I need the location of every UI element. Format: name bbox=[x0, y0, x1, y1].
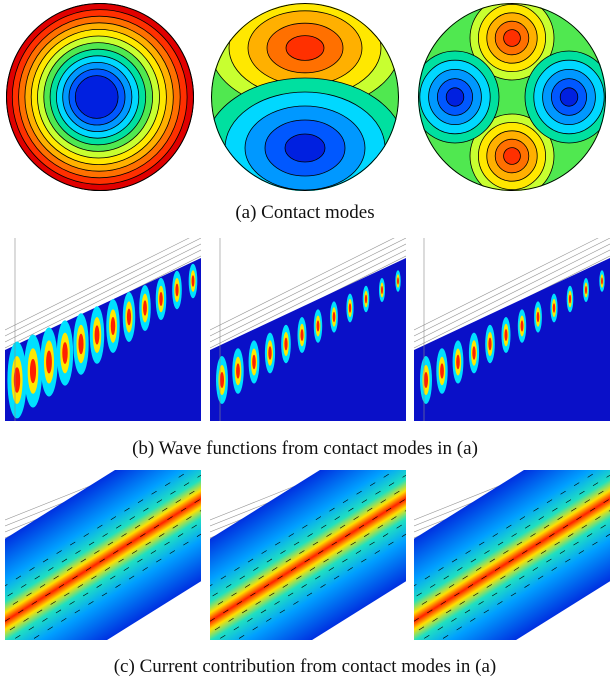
decoration bbox=[236, 363, 240, 378]
decoration bbox=[365, 295, 367, 304]
contact-mode-1 bbox=[6, 3, 194, 191]
decoration bbox=[446, 88, 464, 106]
contact-mode-2 bbox=[200, 0, 410, 218]
decoration bbox=[268, 346, 271, 360]
decoration bbox=[488, 338, 491, 351]
decoration bbox=[210, 258, 406, 421]
decoration bbox=[317, 320, 320, 331]
figure: (a) Contact modes (b) Wave functions fro… bbox=[0, 0, 610, 688]
decoration bbox=[78, 334, 83, 354]
decoration bbox=[111, 317, 115, 335]
decoration bbox=[505, 329, 508, 341]
decoration bbox=[397, 277, 399, 284]
decoration bbox=[220, 372, 224, 388]
decoration bbox=[504, 30, 521, 47]
figure-art bbox=[0, 0, 610, 688]
decoration bbox=[285, 134, 325, 162]
decoration bbox=[585, 286, 587, 294]
decoration bbox=[521, 320, 524, 331]
decoration bbox=[456, 355, 460, 369]
contact-mode-3 bbox=[410, 0, 610, 200]
decoration bbox=[414, 258, 610, 421]
decoration bbox=[175, 284, 178, 297]
decoration bbox=[286, 36, 324, 61]
decoration bbox=[159, 292, 163, 306]
wave-function-1 bbox=[5, 230, 205, 421]
decoration bbox=[601, 277, 603, 284]
decoration bbox=[569, 295, 571, 304]
decoration bbox=[127, 309, 131, 326]
wave-function-2 bbox=[210, 230, 410, 421]
decoration bbox=[560, 88, 578, 106]
decoration bbox=[553, 303, 555, 313]
decoration bbox=[504, 148, 521, 165]
decoration bbox=[46, 350, 52, 373]
caption: (c) Current contribution from contact mo… bbox=[0, 656, 610, 678]
decoration bbox=[192, 275, 195, 287]
decoration bbox=[75, 76, 118, 119]
decoration bbox=[537, 312, 540, 322]
decoration bbox=[424, 372, 428, 388]
decoration bbox=[440, 363, 444, 378]
decoration bbox=[349, 303, 351, 313]
decoration bbox=[381, 286, 383, 294]
caption: (a) Contact modes bbox=[0, 202, 610, 224]
decoration bbox=[472, 346, 475, 360]
decoration bbox=[30, 359, 36, 383]
decoration bbox=[95, 325, 100, 344]
decoration bbox=[252, 355, 256, 369]
wave-function-3 bbox=[414, 230, 610, 421]
caption: (b) Wave functions from contact modes in… bbox=[0, 438, 610, 460]
decoration bbox=[62, 342, 67, 364]
decoration bbox=[284, 338, 287, 351]
decoration bbox=[301, 329, 304, 341]
decoration bbox=[143, 300, 147, 315]
decoration bbox=[333, 312, 336, 322]
